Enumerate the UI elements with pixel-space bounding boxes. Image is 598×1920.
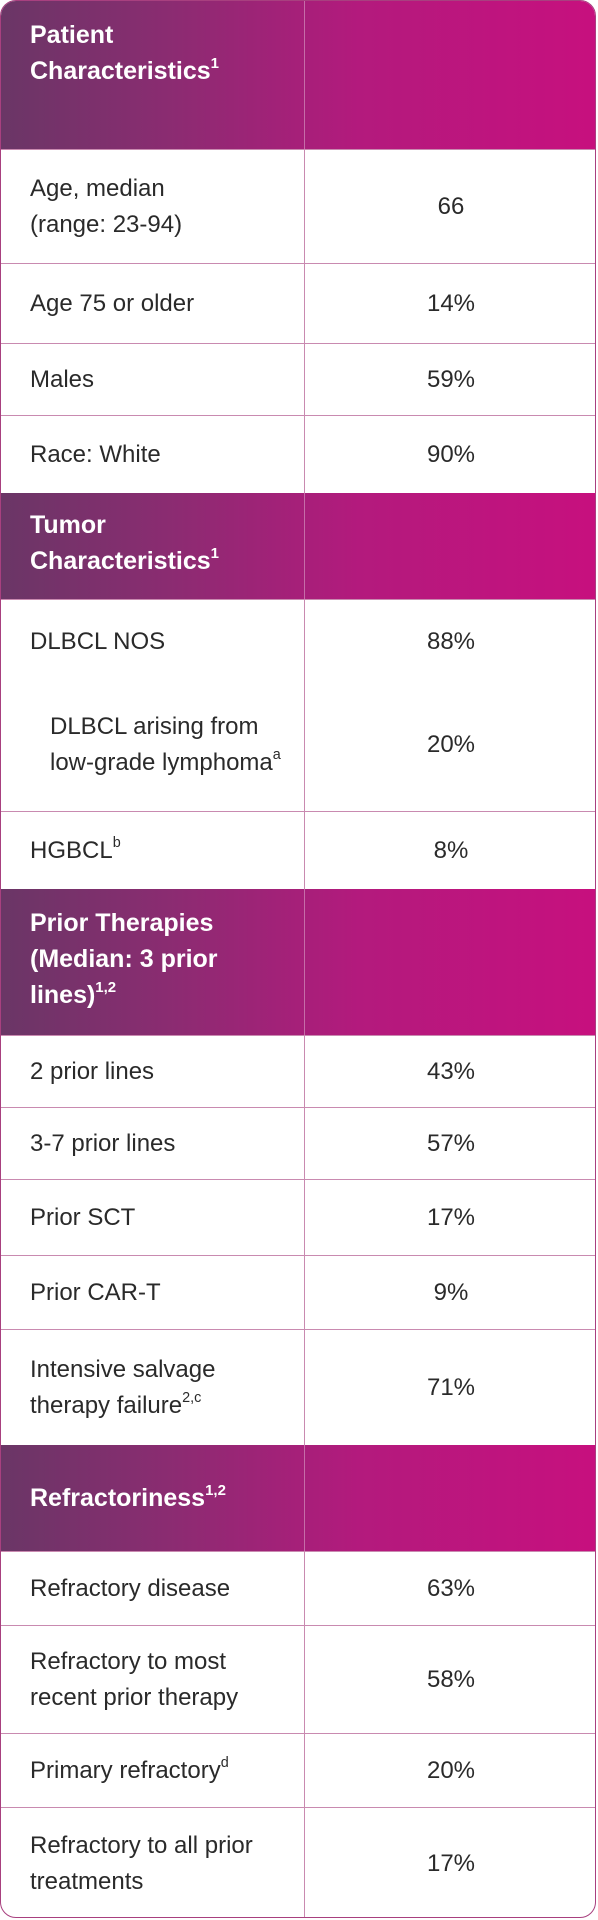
table-row: Age 75 or older 14% — [1, 263, 595, 343]
row-value: 20% — [426, 1756, 476, 1784]
section-title: Prior Therapies (Median: 3 prior lines)1… — [1, 889, 305, 1035]
row-value: 14% — [426, 289, 476, 317]
row-label: Prior SCT — [30, 1203, 136, 1231]
table-row: DLBCL arising from low-grade lymphomaa 2… — [1, 678, 595, 812]
row-label: Refractory to all prior treatments — [30, 1831, 253, 1895]
table-row-group: DLBCL NOS 88% DLBCL arising from low-gra… — [1, 599, 595, 812]
row-label: 2 prior lines — [30, 1057, 155, 1085]
table-row: Refractory disease 63% — [1, 1551, 595, 1625]
row-label: Intensive salvage therapy failure — [30, 1355, 216, 1419]
section-title: Refractoriness1,2 — [1, 1445, 305, 1551]
section-title: Tumor Characteristics1 — [1, 493, 305, 599]
row-label: DLBCL arising from low-grade lymphoma — [50, 713, 273, 776]
row-value: 17% — [426, 1849, 476, 1877]
table-row: Primary refractoryd 20% — [1, 1733, 595, 1807]
table-row: HGBCLb 8% — [1, 811, 595, 889]
table-row: Prior CAR-T 9% — [1, 1255, 595, 1329]
row-label: DLBCL NOS — [30, 628, 166, 655]
table-row: DLBCL NOS 88% — [1, 600, 595, 684]
row-label: 3-7 prior lines — [30, 1129, 176, 1157]
table-row: Intensive salvage therapy failure2,c 71% — [1, 1329, 595, 1445]
row-value: 43% — [426, 1057, 476, 1085]
section-header-tumor: Tumor Characteristics1 — [1, 493, 595, 599]
table-row: Race: White 90% — [1, 415, 595, 493]
row-value: 59% — [426, 365, 476, 393]
row-value: 20% — [426, 731, 476, 758]
row-value: 88% — [426, 628, 476, 655]
section-title: Patient Characteristics1 — [1, 1, 305, 149]
row-value: 57% — [426, 1129, 476, 1157]
table-row: 2 prior lines 43% — [1, 1035, 595, 1107]
row-label: Males — [30, 365, 95, 393]
row-value: 71% — [426, 1373, 476, 1401]
row-label: Age, median (range: 23-94) — [30, 174, 183, 238]
table-row: Males 59% — [1, 343, 595, 415]
row-value: 17% — [426, 1203, 476, 1231]
table-row: 3-7 prior lines 57% — [1, 1107, 595, 1179]
row-value: 9% — [433, 1278, 469, 1306]
section-header-refractoriness: Refractoriness1,2 — [1, 1445, 595, 1551]
row-label: Age 75 or older — [30, 289, 195, 317]
row-label: Refractory disease — [30, 1574, 231, 1602]
row-label: Race: White — [30, 440, 161, 468]
row-value: 66 — [437, 192, 465, 220]
row-label: HGBCL — [30, 836, 113, 864]
table-row: Prior SCT 17% — [1, 1179, 595, 1255]
table-row: Refractory to most recent prior therapy … — [1, 1625, 595, 1733]
section-header-patient: Patient Characteristics1 — [1, 1, 595, 149]
table-row: Refractory to all prior treatments 17% — [1, 1807, 595, 1917]
table-row: Age, median (range: 23-94) 66 — [1, 149, 595, 263]
row-label: Primary refractory — [30, 1756, 221, 1784]
section-header-prior-therapies: Prior Therapies (Median: 3 prior lines)1… — [1, 889, 595, 1035]
row-value: 8% — [433, 836, 469, 864]
row-label: Prior CAR-T — [30, 1278, 161, 1306]
row-value: 63% — [426, 1574, 476, 1602]
row-value: 90% — [426, 440, 476, 468]
row-value: 58% — [426, 1665, 476, 1693]
row-label: Refractory to most recent prior therapy — [30, 1647, 239, 1711]
